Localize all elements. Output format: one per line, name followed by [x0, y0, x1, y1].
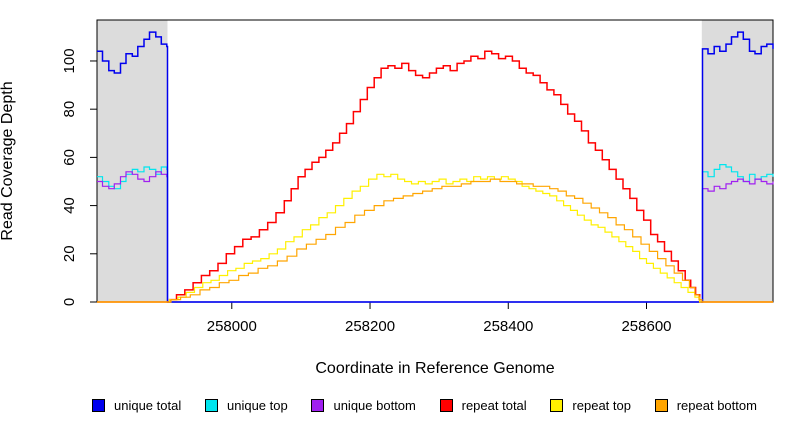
x-tick-label: 258000 — [207, 318, 257, 335]
series-line-unique-top — [97, 164, 774, 303]
legend-label: repeat total — [461, 398, 527, 413]
legend: unique total unique top unique bottom repea… — [92, 398, 757, 413]
series-line-repeat-total — [97, 50, 773, 303]
legend-swatch-repeat-bottom — [654, 399, 668, 412]
y-tick-label: 0 — [61, 298, 78, 306]
legend-swatch-unique-total — [92, 399, 105, 412]
legend-item-unique-bottom: unique bottom — [311, 398, 416, 413]
y-tick-label: 20 — [61, 245, 78, 262]
x-tick-label: 258400 — [483, 318, 533, 335]
legend-label: unique total — [114, 398, 182, 413]
shaded-region — [97, 20, 168, 302]
legend-swatch-unique-bottom — [311, 399, 325, 412]
y-tick-label: 40 — [61, 197, 78, 214]
x-tick-label: 258600 — [621, 318, 671, 335]
legend-label: repeat top — [572, 398, 631, 413]
x-axis-title: Coordinate in Reference Genome — [315, 360, 555, 377]
y-tick-label: 100 — [61, 48, 78, 73]
y-tick-label: 80 — [61, 101, 78, 118]
legend-label: unique top — [226, 398, 288, 413]
y-axis-title: Read Coverage Depth — [0, 81, 16, 241]
legend-item-repeat-top: repeat top — [550, 398, 631, 413]
shaded-region — [701, 20, 773, 302]
legend-swatch-repeat-total — [439, 399, 453, 412]
legend-label: unique bottom — [333, 398, 416, 413]
legend-item-repeat-bottom: repeat bottom — [654, 398, 757, 413]
y-tick-label: 60 — [61, 149, 78, 166]
legend-item-repeat-total: repeat total — [439, 398, 527, 413]
legend-item-unique-total: unique total — [92, 398, 181, 413]
series-line-repeat-bottom — [97, 178, 773, 303]
series-line-repeat-top — [97, 173, 773, 303]
legend-label: repeat bottom — [676, 398, 757, 413]
legend-swatch-repeat-top — [550, 399, 564, 412]
legend-swatch-unique-top — [204, 399, 218, 412]
series-line-unique-total — [97, 31, 774, 303]
x-tick-label: 258200 — [345, 318, 395, 335]
legend-item-unique-top: unique top — [204, 398, 288, 413]
